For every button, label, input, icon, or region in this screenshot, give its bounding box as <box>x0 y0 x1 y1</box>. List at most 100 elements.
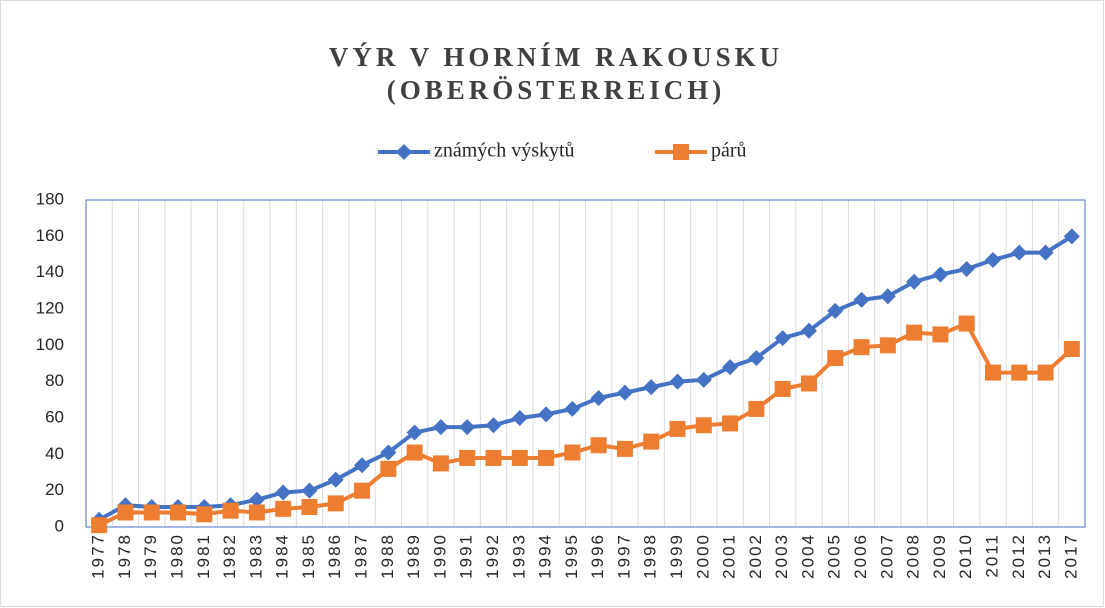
x-tick-label: 1983 <box>246 533 265 579</box>
marker <box>143 504 160 521</box>
marker <box>380 444 397 461</box>
marker <box>1037 244 1054 261</box>
y-tick-label: 140 <box>36 262 64 281</box>
x-tick-label: 1982 <box>220 533 239 579</box>
marker <box>958 315 975 332</box>
x-tick-label: 2002 <box>746 533 765 579</box>
marker <box>853 291 870 308</box>
marker <box>1063 228 1080 245</box>
marker <box>354 457 371 474</box>
marker <box>170 504 187 521</box>
marker <box>695 371 712 388</box>
marker <box>406 424 423 441</box>
marker <box>327 495 344 512</box>
marker <box>722 415 739 432</box>
marker <box>538 449 555 466</box>
marker <box>879 337 896 354</box>
marker <box>906 273 923 290</box>
marker <box>248 504 265 521</box>
marker <box>590 437 607 454</box>
x-tick-label: 2000 <box>693 533 712 579</box>
marker <box>853 339 870 356</box>
marker <box>1037 364 1054 381</box>
x-tick-label: 1997 <box>614 533 633 579</box>
marker <box>511 449 528 466</box>
x-tick-label: 1984 <box>273 533 292 579</box>
legend-label: párů <box>711 140 747 162</box>
marker <box>564 444 581 461</box>
x-tick-label: 2001 <box>720 533 739 579</box>
marker <box>748 350 765 367</box>
marker <box>1011 364 1028 381</box>
marker <box>958 261 975 278</box>
x-tick-label: 1986 <box>325 533 344 579</box>
marker <box>459 419 476 436</box>
x-tick-label: 1990 <box>430 533 449 579</box>
x-tick-label: 1980 <box>167 533 186 579</box>
marker <box>800 375 817 392</box>
chart-title: VÝR V HORNÍM RAKOUSKU <box>329 42 783 72</box>
marker <box>222 502 239 519</box>
marker <box>301 482 318 499</box>
x-tick-label: 1998 <box>641 533 660 579</box>
marker <box>511 410 528 426</box>
marker <box>432 419 449 436</box>
marker <box>774 380 791 397</box>
x-tick-label: 1994 <box>536 533 555 579</box>
marker <box>406 444 423 461</box>
marker <box>669 420 686 437</box>
marker <box>984 251 1001 268</box>
marker <box>1063 340 1080 357</box>
y-tick-label: 180 <box>36 189 64 208</box>
x-tick-label: 2004 <box>798 533 817 579</box>
x-tick-label: 2006 <box>851 533 870 579</box>
marker <box>459 449 476 466</box>
x-tick-label: 1991 <box>457 533 476 579</box>
marker <box>643 433 660 450</box>
y-tick-label: 0 <box>55 516 64 535</box>
x-tick-label: 2009 <box>930 533 949 579</box>
x-tick-label: 1978 <box>115 533 134 579</box>
marker <box>643 379 660 396</box>
plot-area <box>85 199 1086 528</box>
marker <box>275 500 292 517</box>
marker <box>354 482 371 499</box>
marker <box>196 506 213 523</box>
y-tick-label: 100 <box>36 335 64 354</box>
y-tick-label: 40 <box>45 444 64 463</box>
marker <box>248 491 265 508</box>
x-tick-label: 2003 <box>772 533 791 579</box>
x-tick-label: 1999 <box>667 533 686 579</box>
marker <box>695 417 712 434</box>
marker <box>327 471 344 488</box>
marker <box>748 400 765 417</box>
marker <box>932 326 949 343</box>
marker <box>275 484 292 501</box>
marker <box>827 302 844 319</box>
x-tick-label: 1985 <box>299 533 318 579</box>
x-tick-label: 1981 <box>194 533 213 579</box>
marker <box>722 359 739 376</box>
marker <box>932 266 949 283</box>
marker <box>91 517 108 534</box>
x-tick-label: 1993 <box>509 533 528 579</box>
x-tick-label: 1979 <box>141 533 160 579</box>
y-tick-label: 80 <box>45 371 64 390</box>
marker <box>117 504 134 521</box>
marker <box>879 288 896 305</box>
x-tick-label: 2005 <box>825 533 844 579</box>
x-tick-label: 1989 <box>404 533 423 579</box>
marker <box>396 144 412 160</box>
marker <box>984 364 1001 381</box>
marker <box>673 144 689 160</box>
y-tick-label: 160 <box>36 226 64 245</box>
x-tick-label: 2007 <box>877 533 896 579</box>
x-tick-label: 1992 <box>483 533 502 579</box>
marker <box>432 455 449 472</box>
marker <box>380 460 397 477</box>
marker <box>906 324 923 341</box>
marker <box>1011 244 1028 261</box>
marker <box>485 417 502 434</box>
marker <box>590 390 607 407</box>
marker <box>301 499 318 516</box>
